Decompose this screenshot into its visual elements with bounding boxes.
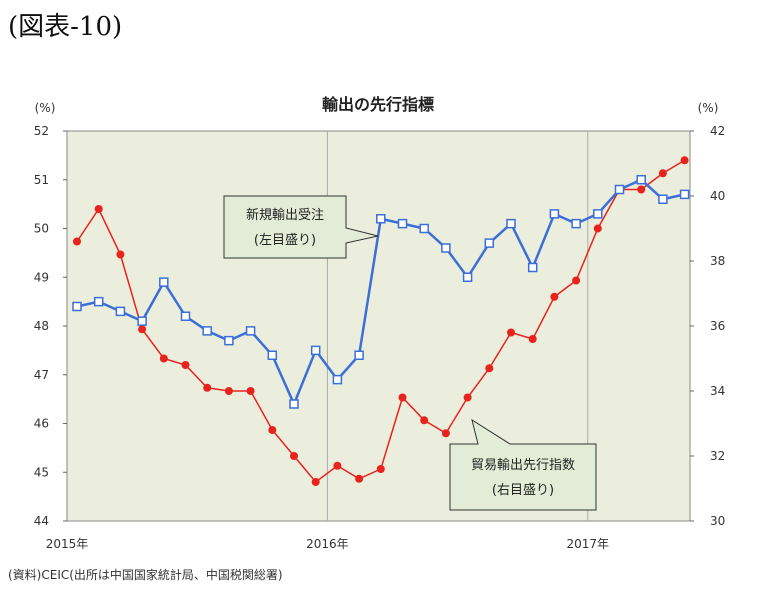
point-trade-export-index	[94, 205, 103, 213]
point-trade-export-index	[224, 387, 233, 395]
left-tick-label: 50	[34, 222, 49, 236]
point-new-export-orders	[462, 272, 473, 282]
left-tick-label: 48	[34, 319, 49, 333]
left-tick-label: 47	[34, 368, 49, 382]
point-trade-export-index	[680, 156, 689, 165]
point-new-export-orders	[376, 214, 386, 224]
right-tick-label: 38	[710, 254, 725, 268]
point-trade-export-index	[181, 361, 190, 369]
callout-new-export-orders-line1: 新規輸出受注	[246, 207, 324, 223]
left-tick-label: 46	[34, 417, 49, 431]
callout-trade-export-index-line2: (右目盛り)	[492, 483, 554, 498]
plot-area	[66, 130, 691, 522]
point-trade-export-index	[355, 474, 364, 483]
point-new-export-orders	[527, 262, 538, 273]
point-trade-export-index	[420, 416, 429, 425]
point-new-export-orders	[310, 345, 321, 356]
right-tick-label: 32	[710, 449, 725, 463]
point-new-export-orders	[571, 218, 581, 229]
point-trade-export-index	[463, 393, 472, 402]
point-trade-export-index	[528, 335, 537, 343]
point-new-export-orders	[354, 350, 364, 360]
source-note: (資料)CEIC(出所は中国国家統計局、中国税関総署)	[8, 568, 283, 582]
point-trade-export-index	[116, 250, 125, 259]
callout-new-export-orders	[223, 195, 379, 259]
point-new-export-orders	[658, 194, 668, 204]
point-trade-export-index	[333, 461, 342, 470]
x-tick-label: 2015年	[46, 537, 89, 551]
right-tick-label: 40	[710, 189, 725, 203]
point-trade-export-index	[572, 276, 581, 285]
point-new-export-orders	[636, 175, 646, 185]
right-tick-label: 36	[710, 319, 725, 333]
point-trade-export-index	[159, 354, 168, 363]
callout-trade-export-index	[449, 418, 597, 511]
right-tick-label: 42	[710, 124, 725, 138]
left-tick-label: 45	[34, 465, 49, 479]
point-new-export-orders	[180, 311, 191, 321]
callout-trade-export-index-line1: 貿易輸出先行指数	[471, 458, 575, 473]
point-new-export-orders	[484, 238, 495, 248]
right-tick-label: 30	[710, 514, 725, 528]
point-trade-export-index	[268, 426, 277, 434]
point-new-export-orders	[289, 399, 299, 409]
figure-label: (図表-10)	[8, 12, 123, 42]
point-new-export-orders	[397, 218, 408, 229]
point-new-export-orders	[115, 306, 126, 317]
point-new-export-orders	[245, 326, 256, 336]
point-trade-export-index	[593, 224, 602, 233]
series-trade-export-index	[73, 156, 689, 486]
point-trade-export-index	[73, 237, 81, 246]
point-trade-export-index	[441, 429, 450, 438]
point-trade-export-index	[398, 393, 407, 402]
callout-new-export-orders-line2: (左目盛り)	[254, 233, 316, 248]
point-trade-export-index	[376, 465, 385, 473]
left-tick-label: 44	[34, 514, 49, 528]
point-new-export-orders	[93, 296, 104, 307]
left-axis-ticks: 44 45 46 47 48 49 50 51 52	[34, 124, 67, 528]
x-axis-ticks: 2015年 2016年 2017年	[46, 537, 609, 551]
point-trade-export-index	[550, 292, 559, 301]
point-new-export-orders	[441, 243, 451, 253]
point-new-export-orders	[593, 209, 603, 219]
left-tick-label: 52	[34, 124, 49, 138]
point-new-export-orders	[506, 218, 516, 229]
left-tick-label: 51	[34, 173, 49, 187]
right-tick-label: 34	[710, 384, 725, 398]
left-axis-unit: (%)	[35, 101, 56, 115]
point-new-export-orders	[419, 223, 429, 234]
point-trade-export-index	[658, 169, 667, 178]
point-trade-export-index	[290, 452, 298, 460]
point-trade-export-index	[138, 325, 147, 334]
point-new-export-orders	[137, 316, 147, 326]
chart-title: 輸出の先行指標	[322, 95, 434, 114]
point-new-export-orders	[267, 350, 278, 360]
point-new-export-orders	[224, 335, 234, 346]
point-new-export-orders	[72, 301, 82, 312]
callouts: 新規輸出受注 (左目盛り) 貿易輸出先行指数 (右目盛り)	[223, 195, 597, 511]
right-axis-unit: (%)	[698, 101, 719, 115]
point-trade-export-index	[485, 364, 494, 373]
point-new-export-orders	[159, 277, 169, 287]
series-new-export-orders	[72, 175, 690, 409]
point-new-export-orders	[202, 326, 212, 336]
point-new-export-orders	[679, 189, 690, 200]
right-axis-ticks: 30 32 34 36 38 40 42	[690, 124, 725, 528]
point-trade-export-index	[203, 383, 212, 392]
point-trade-export-index	[507, 328, 515, 337]
left-tick-label: 49	[34, 270, 49, 284]
point-trade-export-index	[311, 478, 320, 486]
x-tick-label: 2017年	[567, 537, 610, 551]
point-trade-export-index	[637, 185, 646, 194]
point-trade-export-index	[246, 387, 255, 395]
x-tick-label: 2016年	[306, 537, 349, 551]
point-new-export-orders	[332, 374, 343, 385]
point-new-export-orders	[549, 209, 560, 219]
point-new-export-orders	[614, 184, 625, 195]
